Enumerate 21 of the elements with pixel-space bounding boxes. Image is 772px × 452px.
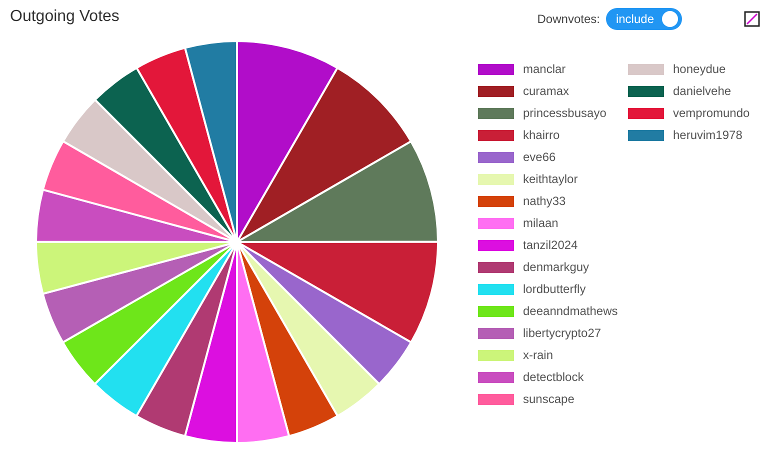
legend-label: sunscape [523, 392, 574, 406]
legend-label: denmarkguy [523, 260, 590, 274]
legend-label: eve66 [523, 150, 556, 164]
legend-label: princessbusayo [523, 106, 606, 120]
legend-label: tanzil2024 [523, 238, 578, 252]
legend-label: lordbutterfly [523, 282, 586, 296]
chart-title: Outgoing Votes [10, 8, 120, 26]
legend-label: x-rain [523, 348, 554, 362]
legend-label: deeanndmathews [523, 304, 618, 318]
legend-label: danielvehe [673, 84, 732, 98]
legend-label: keithtaylor [523, 172, 578, 186]
legend-label: milaan [523, 216, 558, 230]
legend-label: manclar [523, 62, 566, 76]
legend-label: khairro [523, 128, 560, 142]
legend-label: detectblock [523, 370, 584, 384]
legend-label: heruvim1978 [673, 128, 742, 142]
legend-label: curamax [523, 84, 570, 98]
legend-label: vempromundo [673, 106, 750, 120]
legend-label: libertycrypto27 [523, 326, 602, 340]
legend-label: honeydue [673, 62, 726, 76]
legend-label: nathy33 [523, 194, 566, 208]
